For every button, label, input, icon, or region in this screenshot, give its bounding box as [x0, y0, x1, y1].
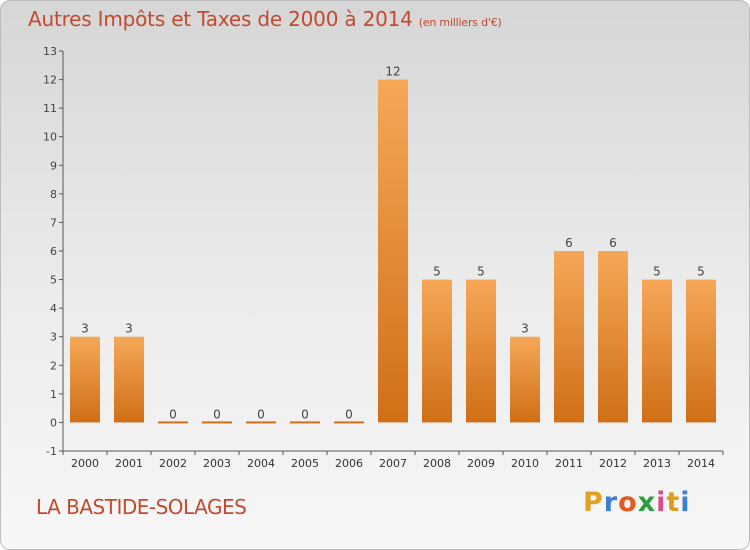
data-label-2008: 5 [433, 265, 441, 279]
y-tick-label: 8 [50, 188, 57, 201]
bar-2001 [114, 336, 144, 423]
data-label-2003: 0 [213, 407, 221, 421]
y-tick-label: 5 [50, 274, 57, 287]
data-label-2009: 5 [477, 265, 485, 279]
bar-2002 [158, 421, 188, 424]
bar-2004 [246, 421, 276, 424]
x-tick-label-2004: 2004 [247, 457, 275, 470]
brand-letter: i [656, 487, 667, 518]
x-tick-label-2008: 2008 [423, 457, 451, 470]
brand-letter: i [680, 487, 691, 518]
brand-letter: o [618, 487, 638, 518]
y-tick-label: 10 [43, 131, 57, 144]
bar-2006 [334, 421, 364, 424]
y-tick-label: 2 [50, 359, 57, 372]
data-label-2010: 3 [521, 322, 529, 336]
x-tick-label-2006: 2006 [335, 457, 363, 470]
data-label-2000: 3 [81, 322, 89, 336]
brand-letter: P [583, 487, 604, 518]
x-tick-label-2012: 2012 [599, 457, 627, 470]
x-tick-label-2014: 2014 [687, 457, 715, 470]
bar-2013 [642, 279, 672, 423]
bar-2005 [290, 421, 320, 424]
x-tick-label-2000: 2000 [71, 457, 99, 470]
x-tick-label-2003: 2003 [203, 457, 231, 470]
bar-2003 [202, 421, 232, 424]
x-tick-label-2007: 2007 [379, 457, 407, 470]
y-tick-label: 3 [50, 331, 57, 344]
x-tick-label-2011: 2011 [555, 457, 583, 470]
y-tick-label: 12 [43, 74, 57, 87]
y-tick-label: 13 [43, 45, 57, 58]
bar-2007 [378, 79, 408, 423]
x-tick-label-2009: 2009 [467, 457, 495, 470]
chart-unit: (en milliers d'€) [418, 16, 502, 29]
data-label-2012: 6 [609, 236, 617, 250]
bar-2000 [70, 336, 100, 423]
y-tick-label: 9 [50, 159, 57, 172]
brand-letter: x [637, 487, 657, 518]
x-tick-label-2002: 2002 [159, 457, 187, 470]
x-tick-label-2005: 2005 [291, 457, 319, 470]
data-label-2005: 0 [301, 407, 309, 421]
y-tick-label: -1 [46, 445, 57, 458]
y-tick-label: 7 [50, 216, 57, 229]
x-tick-label-2001: 2001 [115, 457, 143, 470]
data-label-2011: 6 [565, 236, 573, 250]
data-label-2001: 3 [125, 322, 133, 336]
brand-letter: r [603, 487, 619, 518]
data-label-2002: 0 [169, 407, 177, 421]
y-tick-label: 1 [50, 388, 57, 401]
y-tick-label: 11 [43, 102, 57, 115]
data-label-2013: 5 [653, 265, 661, 279]
y-tick-label: 0 [50, 416, 57, 429]
y-tick-label: 4 [50, 302, 57, 315]
y-tick-label: 6 [50, 245, 57, 258]
bar-2014 [686, 279, 716, 423]
data-label-2007: 12 [385, 65, 400, 79]
bar-2012 [598, 251, 628, 423]
brand-letter: t [666, 487, 681, 518]
data-label-2014: 5 [697, 265, 705, 279]
x-tick-label-2013: 2013 [643, 457, 671, 470]
bar-2009 [466, 279, 496, 423]
commune-name: LA BASTIDE-SOLAGES [36, 495, 247, 519]
proxiti-logo: Proxiti [583, 487, 691, 518]
bar-2008 [422, 279, 452, 423]
data-label-2004: 0 [257, 407, 265, 421]
bar-2010 [510, 336, 540, 423]
bar-2011 [554, 251, 584, 423]
chart-title: Autres Impôts et Taxes de 2000 à 2014 (en… [28, 7, 502, 31]
data-label-2006: 0 [345, 407, 353, 421]
x-tick-label-2010: 2010 [511, 457, 539, 470]
chart-title-text: Autres Impôts et Taxes de 2000 à 2014 [28, 7, 413, 31]
